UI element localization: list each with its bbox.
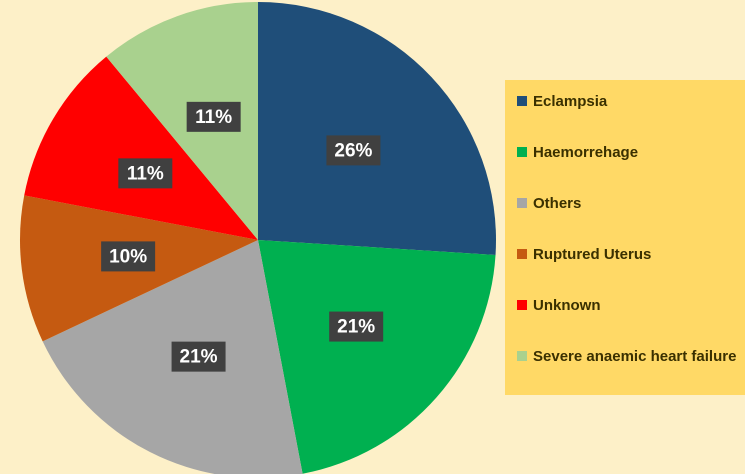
legend-swatch	[517, 147, 527, 157]
legend-label: Ruptured Uterus	[533, 246, 652, 263]
legend-label: Haemorrehage	[533, 144, 639, 161]
legend-item: Haemorrehage	[517, 143, 742, 162]
value-label-box	[326, 135, 381, 166]
legend-item: Eclampsia	[517, 92, 742, 111]
legend-swatch	[517, 249, 527, 259]
value-label-box	[186, 101, 241, 132]
legend-label: Others	[533, 195, 582, 212]
legend-label: Unknown	[533, 297, 601, 314]
legend-item: Ruptured Uterus	[517, 245, 742, 264]
value-label: 10%	[109, 246, 147, 267]
legend-swatch	[517, 351, 527, 361]
pie-slice	[24, 56, 258, 241]
value-label-box	[171, 341, 226, 372]
value-label-box	[118, 158, 173, 189]
value-label-box	[101, 241, 156, 272]
legend-item: Unknown	[517, 296, 742, 315]
legend-swatch	[517, 198, 527, 208]
legend-item: Others	[517, 194, 742, 213]
legend-label: Eclampsia	[533, 93, 608, 110]
pie-slice	[106, 2, 258, 240]
value-label: 11%	[127, 163, 164, 184]
pie-slice	[258, 2, 497, 255]
value-label: 26%	[334, 140, 372, 161]
value-label-box	[329, 311, 384, 342]
legend: Eclampsia Haemorrehage Others Ruptured Uter…	[505, 80, 745, 395]
value-label: 21%	[337, 317, 375, 338]
legend-swatch	[517, 96, 527, 106]
pie-slice	[258, 240, 496, 474]
legend-label: Severe anaemic heart failure	[533, 348, 737, 365]
value-label: 21%	[180, 347, 218, 368]
legend-swatch	[517, 300, 527, 310]
legend-item: Severe anaemic heart failure	[517, 347, 742, 366]
pie: 26% 21% 21% 10% 11% 11%	[19, 2, 497, 474]
value-label: 11%	[195, 107, 232, 128]
